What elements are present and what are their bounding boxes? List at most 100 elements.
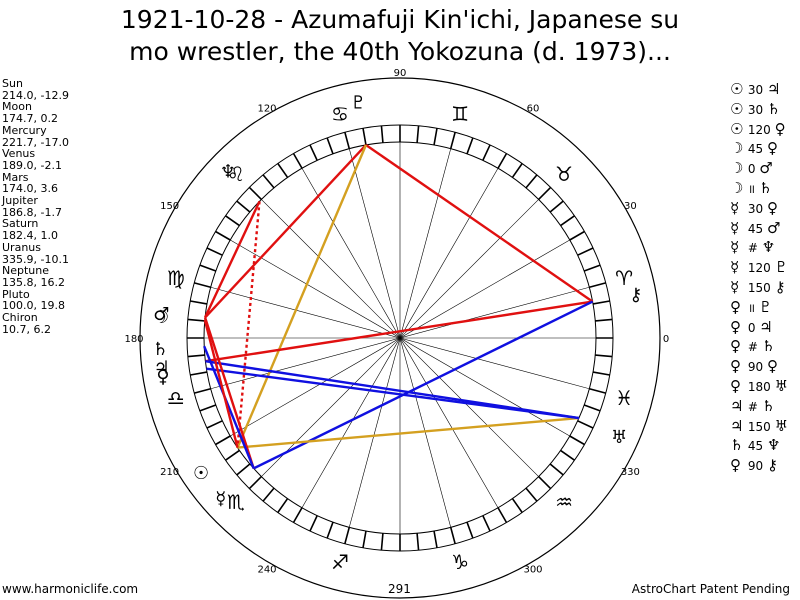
aspect-planet-2: ♂: [759, 159, 773, 178]
aspect-planet-1: ☿: [730, 277, 740, 296]
planet-name: Pluto: [2, 287, 30, 301]
aspect-planet-1: ☿: [730, 218, 740, 237]
band-tick: [433, 128, 438, 146]
aspect-planet-1: ♀: [730, 376, 741, 395]
aspect-angle: 45: [747, 142, 764, 157]
band-tick: [538, 476, 552, 490]
band-tick: [362, 128, 367, 146]
aspect-planet-1: ☿: [730, 258, 740, 277]
band-tick: [277, 498, 289, 513]
degree-label: 0: [663, 334, 669, 345]
band-tick: [569, 435, 585, 446]
aspect-row: ☉ 30 ♄: [730, 100, 789, 120]
degree-label: 240: [257, 564, 276, 575]
band-tick: [511, 163, 523, 178]
aspect-line: [203, 200, 261, 319]
aspect-planet-2: ♀: [766, 357, 778, 376]
aspect-planet-1: ♄: [730, 436, 744, 455]
aspect-line: [237, 416, 580, 449]
band-tick: [589, 387, 606, 394]
planet-glyph: ☿: [215, 489, 226, 510]
aspect-planet-2: ⚷: [766, 456, 778, 475]
planet-values: 221.7, -17.0: [2, 135, 69, 149]
aspect-angle: 0: [747, 162, 756, 177]
aspect-planet-2: ♄: [758, 178, 773, 197]
band-tick: [199, 404, 217, 412]
zodiac-sign-glyph: ♋: [331, 102, 349, 126]
band-tick: [187, 318, 205, 322]
aspect-planet-2: ♆: [766, 436, 781, 455]
aspect-row: ☽ 45 ♀: [730, 139, 789, 159]
band-tick: [466, 521, 474, 539]
aspect-planet-1: ♃: [730, 396, 744, 415]
aspect-angle: 30: [747, 83, 764, 97]
aspect-planet-1: ☽: [730, 178, 744, 197]
aspect-planet-1: ☿: [730, 198, 740, 217]
band-tick: [292, 153, 303, 169]
band-tick: [416, 125, 420, 143]
aspect-angle: 45: [747, 439, 764, 454]
aspect-angle: 150: [747, 419, 771, 434]
planet-glyph: ☽: [153, 307, 169, 328]
band-tick: [248, 476, 262, 490]
aspect-planet-2: ♅: [774, 416, 789, 435]
aspect-planet-2: ♀: [766, 139, 778, 158]
outer-ring: [139, 77, 661, 599]
planet-glyph: ♄: [152, 339, 168, 360]
band-tick: [433, 530, 438, 548]
band-tick: [206, 247, 223, 256]
planet-values: 182.4, 1.0: [2, 229, 58, 243]
band-tick: [380, 533, 384, 551]
band-tick: [525, 174, 538, 189]
degree-label: 330: [621, 467, 640, 478]
aspect-angle: 120: [747, 261, 771, 276]
planet-glyph: ♀: [156, 367, 169, 388]
planet-glyph: ♇: [350, 93, 366, 114]
planet-glyph: ♅: [611, 427, 627, 448]
aspect-row: ☿ # ♆: [730, 238, 789, 258]
aspect-angle: 120: [747, 122, 771, 137]
planet-values: 214.0, -12.9: [2, 88, 69, 102]
band-tick: [577, 420, 594, 429]
planet-glyph: ⚷: [629, 284, 642, 305]
band-tick: [592, 371, 610, 376]
aspect-row: ♃ # ♄: [730, 397, 789, 417]
band-tick: [538, 186, 552, 200]
planet-name: Saturn: [2, 217, 39, 231]
zodiac-sign-glyph: ♐: [331, 550, 349, 574]
aspect-line: [365, 143, 594, 303]
planet-glyph: ♃: [154, 357, 170, 378]
band-tick: [194, 387, 211, 394]
patent-note: AstroChart Patent Pending: [631, 582, 790, 596]
aspect-planet-1: ☽: [730, 139, 744, 158]
aspect-planet-1: ♃: [730, 416, 744, 435]
aspect-line: [204, 144, 367, 319]
band-tick: [592, 300, 610, 305]
aspect-planet-2: ♂: [766, 218, 781, 237]
zodiac-sign-glyph: ♎: [167, 386, 185, 410]
planet-values: 186.8, -1.7: [2, 205, 62, 219]
aspect-angle: ॥: [747, 300, 756, 315]
degree-label: 90: [394, 68, 407, 79]
aspect-planet-1: ♀: [730, 297, 741, 316]
aspect-row: ♀ ॥ ♇: [730, 298, 789, 318]
aspect-planet-2: ♄: [761, 396, 776, 415]
aspect-row: ☿ 30 ♀: [730, 199, 789, 219]
degree-label: 30: [624, 201, 637, 212]
aspect-angle: ॥: [747, 181, 756, 196]
zodiac-sign-glyph: ♌: [227, 162, 245, 186]
band-tick: [497, 507, 508, 523]
aspect-angle: 30: [747, 102, 764, 117]
zodiac-sign-glyph: ♒: [555, 490, 573, 514]
aspect-row: ☽ 0 ♂: [730, 159, 789, 179]
band-tick: [344, 132, 351, 149]
planet-glyph: ♂: [153, 304, 169, 325]
band-tick: [344, 527, 351, 544]
planet-name: Moon: [2, 100, 32, 114]
aspect-planet-2: ♃: [759, 317, 773, 336]
zodiac-sign-glyph: ♑: [451, 550, 469, 574]
band-outer-circle: [186, 124, 614, 552]
band-tick: [577, 247, 594, 256]
planet-name: Uranus: [2, 240, 41, 254]
